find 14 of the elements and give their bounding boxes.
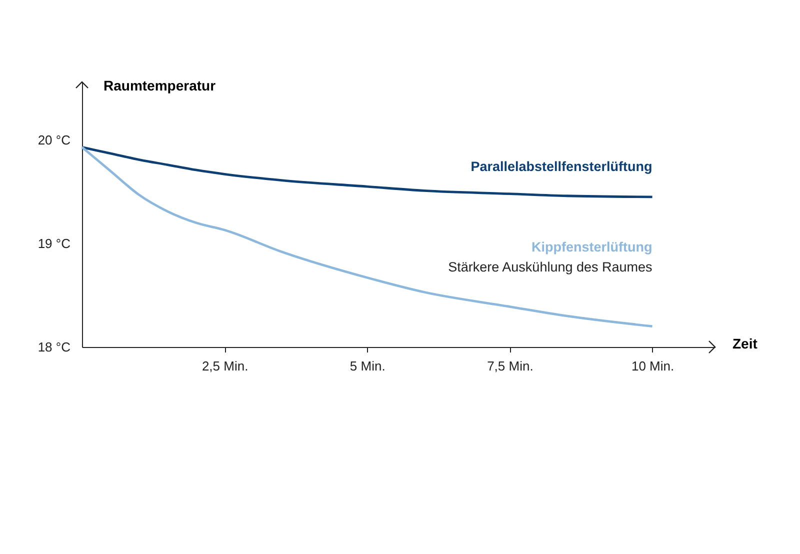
y-tick-label: 19 °C (38, 236, 70, 251)
text: Kippfensterlüftung (532, 239, 652, 254)
y-tick-label: 18 °C (38, 340, 70, 354)
line-series (80, 146, 654, 198)
x-tick-label: 10 Min. (631, 358, 674, 374)
y-axis-title: Raumtemperatur (104, 78, 216, 94)
y-tick-label: 20 °C (38, 132, 70, 148)
line-series (80, 146, 654, 328)
x-tick-label: 7,5 Min. (487, 358, 534, 374)
x-tick-label: 2,5 Min. (202, 358, 248, 374)
annotation: Stärkere Auskühlung des Raumes (448, 259, 653, 274)
series-label: Parallelabstellfensterlüftung (470, 158, 652, 174)
x-tick-label: 5 Min. (350, 358, 386, 374)
x-axis-title: Zeit (732, 336, 758, 352)
